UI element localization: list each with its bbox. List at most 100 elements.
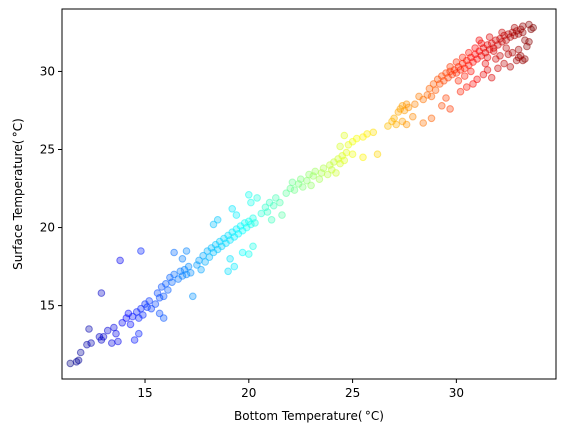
data-point	[278, 211, 286, 219]
data-point	[137, 247, 145, 255]
data-point	[226, 254, 234, 263]
scatter-points	[66, 20, 538, 368]
data-point	[458, 53, 467, 62]
data-point	[87, 339, 95, 347]
data-point	[469, 80, 477, 88]
data-point	[155, 294, 164, 302]
data-point	[230, 262, 239, 271]
data-point	[205, 253, 214, 262]
data-point	[249, 242, 257, 251]
data-point	[332, 169, 340, 177]
data-point	[112, 329, 120, 338]
data-point	[74, 356, 83, 365]
data-point	[502, 44, 511, 52]
data-point	[276, 198, 284, 207]
data-point	[369, 128, 378, 137]
data-point	[311, 167, 320, 176]
data-point	[263, 208, 272, 216]
data-point	[489, 47, 498, 56]
data-point	[147, 304, 156, 313]
data-point	[340, 156, 349, 165]
data-point	[352, 134, 361, 143]
data-point	[336, 142, 344, 151]
data-point	[114, 337, 122, 346]
data-point	[135, 329, 143, 338]
y-axis-label: Surface Temperature( °C)	[11, 118, 25, 270]
data-point	[139, 311, 147, 319]
data-point	[151, 300, 160, 308]
data-point	[419, 95, 428, 104]
data-point	[299, 183, 307, 191]
data-point	[340, 131, 349, 140]
data-point	[460, 72, 469, 80]
data-point	[506, 63, 515, 71]
data-point	[130, 336, 139, 344]
data-point	[108, 339, 116, 347]
data-point	[76, 348, 85, 357]
data-point	[162, 280, 170, 288]
data-point	[465, 48, 473, 57]
data-point	[307, 181, 315, 190]
x-tick-label: 20	[241, 386, 256, 400]
data-point	[323, 170, 332, 179]
data-point	[245, 250, 253, 258]
y-tick-label: 15	[40, 299, 55, 313]
data-point	[184, 262, 193, 271]
data-point	[251, 219, 259, 227]
data-point	[182, 247, 191, 255]
data-point	[178, 254, 187, 263]
data-point	[475, 36, 484, 45]
data-point	[446, 105, 454, 113]
data-point	[456, 87, 465, 96]
data-point	[454, 77, 463, 85]
data-point	[182, 270, 191, 279]
x-axis-label: Bottom Temperature( °C)	[234, 409, 384, 423]
data-point	[170, 248, 178, 257]
data-point	[452, 58, 461, 66]
data-point	[411, 100, 419, 108]
data-point	[110, 323, 118, 332]
data-point	[288, 178, 297, 187]
data-point	[197, 265, 205, 274]
data-point	[471, 44, 479, 52]
data-point	[342, 148, 351, 157]
data-point	[500, 59, 508, 68]
data-point	[487, 73, 496, 82]
data-point	[164, 286, 172, 294]
data-point	[519, 56, 527, 65]
data-point	[504, 50, 513, 59]
data-point	[209, 220, 218, 229]
data-point	[213, 216, 222, 224]
data-point	[359, 153, 367, 162]
data-point	[529, 23, 538, 32]
data-point	[66, 359, 75, 368]
data-point	[479, 70, 488, 79]
data-point	[514, 45, 523, 54]
data-point	[438, 102, 446, 110]
data-point	[427, 114, 436, 123]
data-point	[159, 292, 168, 301]
data-point	[186, 269, 195, 277]
data-point	[247, 198, 255, 207]
data-point	[97, 289, 106, 297]
data-point	[446, 63, 454, 71]
data-point	[99, 333, 108, 341]
data-point	[168, 278, 176, 287]
data-point	[348, 150, 357, 158]
data-point	[305, 170, 313, 179]
data-point	[155, 309, 164, 318]
data-point	[390, 114, 398, 123]
data-point	[319, 164, 328, 172]
data-point	[498, 28, 506, 37]
data-point	[145, 297, 153, 305]
data-point	[159, 314, 168, 322]
data-point	[483, 53, 492, 62]
data-point	[467, 67, 475, 76]
data-point	[315, 175, 324, 183]
data-point	[431, 86, 440, 94]
x-tick-label: 25	[345, 386, 360, 400]
data-point	[83, 340, 91, 349]
data-point	[409, 112, 417, 121]
data-point	[267, 216, 276, 224]
